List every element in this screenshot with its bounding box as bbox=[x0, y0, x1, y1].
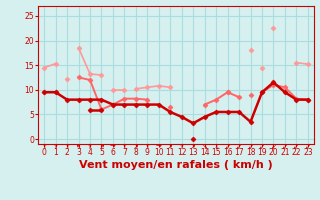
X-axis label: Vent moyen/en rafales ( km/h ): Vent moyen/en rafales ( km/h ) bbox=[79, 160, 273, 170]
